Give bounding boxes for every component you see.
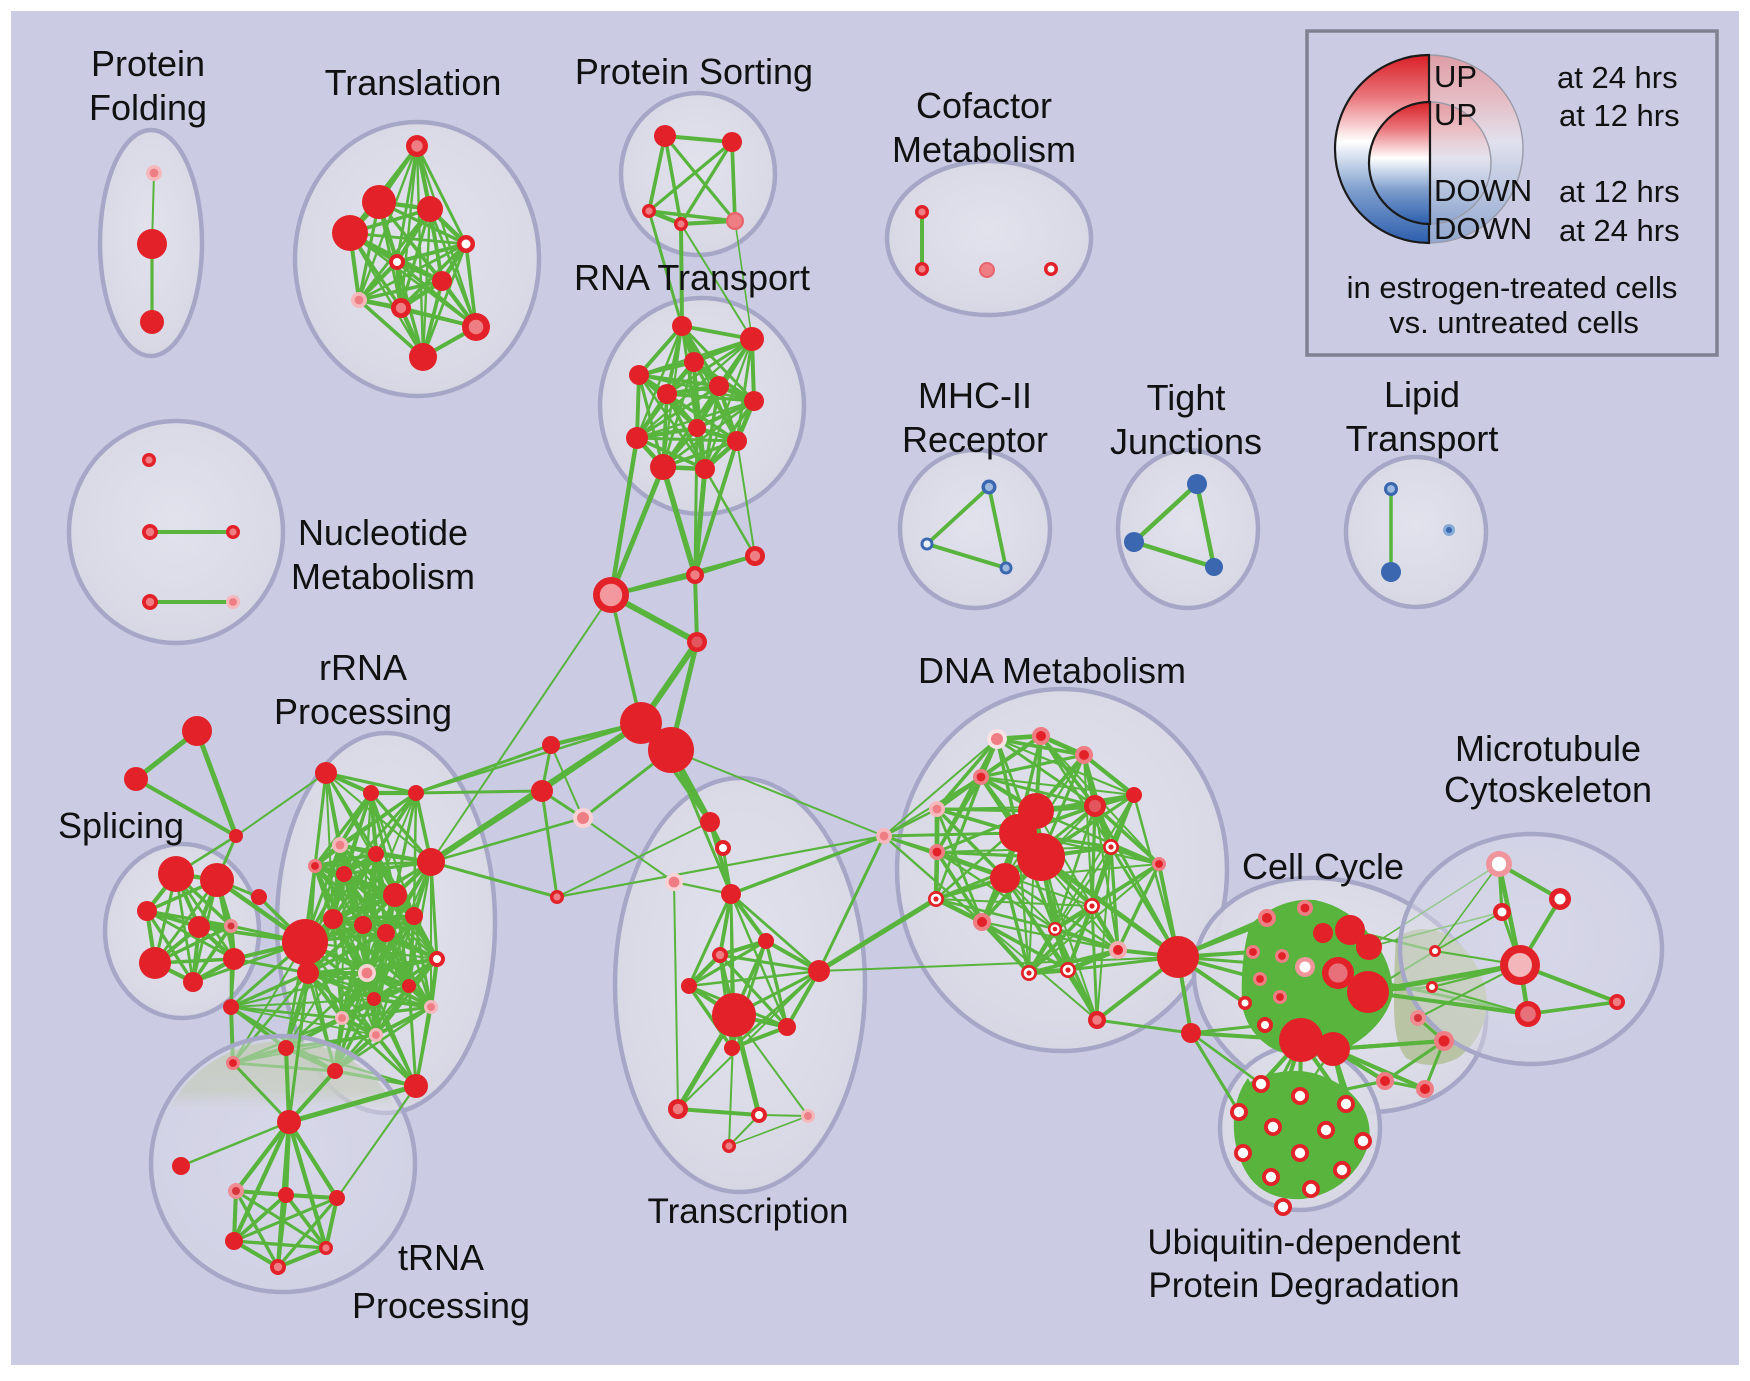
svg-text:in estrogen-treated cells: in estrogen-treated cells	[1347, 270, 1678, 305]
svg-text:Processing: Processing	[352, 1285, 530, 1326]
svg-text:Protein Sorting: Protein Sorting	[575, 51, 813, 92]
svg-text:Transport: Transport	[1346, 418, 1499, 459]
svg-text:UP: UP	[1434, 97, 1477, 132]
svg-text:Cell Cycle: Cell Cycle	[1242, 846, 1404, 887]
svg-text:Junctions: Junctions	[1110, 421, 1262, 462]
svg-text:DOWN: DOWN	[1434, 211, 1532, 246]
svg-text:Protein: Protein	[91, 43, 205, 84]
svg-text:at 12 hrs: at 12 hrs	[1559, 174, 1680, 209]
svg-text:Metabolism: Metabolism	[892, 129, 1076, 170]
svg-text:at 24 hrs: at 24 hrs	[1559, 213, 1680, 248]
svg-text:Cytoskeleton: Cytoskeleton	[1444, 769, 1652, 810]
svg-text:Ubiquitin-dependent: Ubiquitin-dependent	[1147, 1223, 1461, 1262]
svg-text:DOWN: DOWN	[1434, 173, 1532, 208]
svg-text:Protein Degradation: Protein Degradation	[1148, 1266, 1459, 1305]
svg-text:RNA Transport: RNA Transport	[574, 257, 810, 298]
svg-text:Splicing: Splicing	[58, 805, 184, 846]
svg-text:Translation: Translation	[325, 62, 502, 103]
svg-text:tRNA: tRNA	[398, 1237, 484, 1278]
svg-text:Tight: Tight	[1147, 377, 1226, 418]
svg-text:at 12 hrs: at 12 hrs	[1559, 98, 1680, 133]
svg-text:Receptor: Receptor	[902, 419, 1048, 460]
svg-text:rRNA: rRNA	[319, 647, 407, 688]
svg-text:Transcription: Transcription	[648, 1192, 849, 1231]
svg-text:DNA Metabolism: DNA Metabolism	[918, 650, 1186, 691]
svg-text:Metabolism: Metabolism	[291, 556, 475, 597]
svg-text:Lipid: Lipid	[1384, 374, 1460, 415]
svg-text:Microtubule: Microtubule	[1455, 728, 1641, 769]
svg-text:Folding: Folding	[89, 87, 207, 128]
svg-text:vs. untreated cells: vs. untreated cells	[1389, 305, 1639, 340]
svg-text:UP: UP	[1434, 59, 1477, 94]
svg-text:at 24 hrs: at 24 hrs	[1557, 60, 1678, 95]
svg-text:MHC-II: MHC-II	[918, 375, 1032, 416]
svg-text:Nucleotide: Nucleotide	[298, 512, 468, 553]
svg-text:Processing: Processing	[274, 691, 452, 732]
svg-text:Cofactor: Cofactor	[916, 85, 1052, 126]
